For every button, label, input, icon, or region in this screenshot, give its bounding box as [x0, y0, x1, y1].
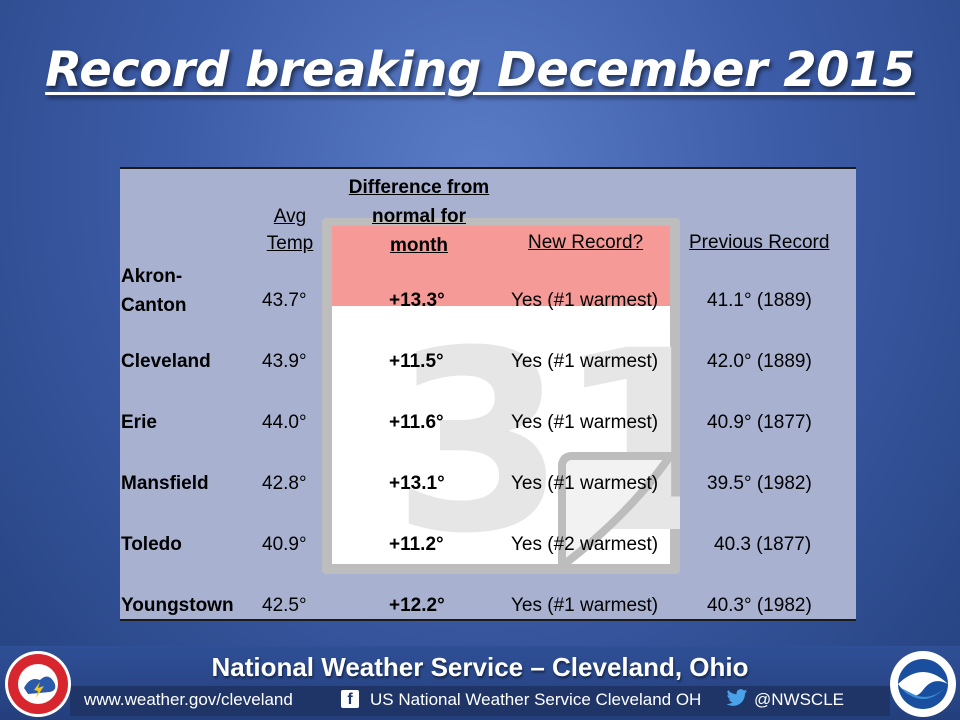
header-new-record: New Record? [528, 232, 644, 253]
row-city: Akron- Canton [121, 262, 186, 320]
header-avg-temp-line2: Temp [266, 233, 314, 254]
header-avg-temp-line1: Avg [273, 206, 307, 227]
website-link[interactable]: www.weather.gov/cleveland [84, 690, 293, 709]
row-avg-temp: 42.5° [262, 595, 307, 616]
row-new-record: Yes (#1 warmest) [511, 412, 659, 433]
row-difference: +13.3° [389, 290, 445, 311]
row-new-record: Yes (#1 warmest) [511, 595, 659, 616]
facebook-icon[interactable]: f [341, 690, 359, 708]
row-difference: +11.5° [389, 351, 444, 372]
footer-links-bar [70, 686, 890, 716]
row-new-record: Yes (#1 warmest) [511, 473, 659, 494]
row-previous-record: 41.1° (1889) [707, 290, 812, 311]
footer-title: National Weather Service – Cleveland, Oh… [211, 652, 749, 682]
twitter-icon[interactable] [726, 688, 748, 708]
row-new-record: Yes (#1 warmest) [511, 351, 659, 372]
row-difference: +12.2° [389, 595, 445, 616]
page-curl-icon [558, 452, 678, 574]
row-previous-record: 40.9° (1877) [707, 412, 812, 433]
row-city: Youngstown [121, 595, 234, 616]
header-previous-record: Previous Record [689, 232, 830, 253]
header-diff-line3: month [389, 235, 449, 256]
header-difference: Difference from normal for month [334, 173, 504, 260]
row-city: Erie [121, 412, 157, 433]
row-city: Cleveland [121, 351, 211, 372]
calendar-day-number: 31 [392, 297, 680, 574]
row-city-line2: Canton [121, 295, 187, 316]
row-avg-temp: 44.0° [262, 412, 307, 433]
row-new-record: Yes (#1 warmest) [511, 290, 659, 311]
row-difference: +11.6° [389, 412, 444, 433]
header-diff-line2: normal for [372, 206, 466, 227]
slide-title: Record breaking December 2015 [45, 42, 915, 98]
row-avg-temp: 43.7° [262, 290, 307, 311]
facebook-link[interactable]: US National Weather Service Cleveland OH [370, 690, 702, 709]
twitter-link[interactable]: @NWSCLE [754, 690, 844, 709]
row-avg-temp: 40.9° [262, 534, 307, 555]
row-previous-record: 39.5° (1982) [707, 473, 812, 494]
header-avg-temp: Avg Temp [262, 203, 318, 257]
row-new-record: Yes (#2 warmest) [511, 534, 659, 555]
header-diff-line1: Difference from [348, 177, 490, 198]
calendar-header [332, 226, 670, 306]
row-city-line1: Akron- [121, 266, 183, 287]
calendar-icon: 31 [322, 218, 680, 574]
row-previous-record: 40.3 (1877) [714, 534, 812, 555]
row-previous-record: 40.3° (1982) [707, 595, 812, 616]
row-difference: +11.2° [389, 534, 444, 555]
row-city: Mansfield [121, 473, 209, 494]
row-avg-temp: 42.8° [262, 473, 307, 494]
nws-logo [5, 651, 71, 717]
row-avg-temp: 43.9° [262, 351, 307, 372]
row-city: Toledo [121, 534, 182, 555]
noaa-logo [890, 651, 956, 717]
row-previous-record: 42.0° (1889) [707, 351, 812, 372]
row-difference: +13.1° [389, 473, 445, 494]
